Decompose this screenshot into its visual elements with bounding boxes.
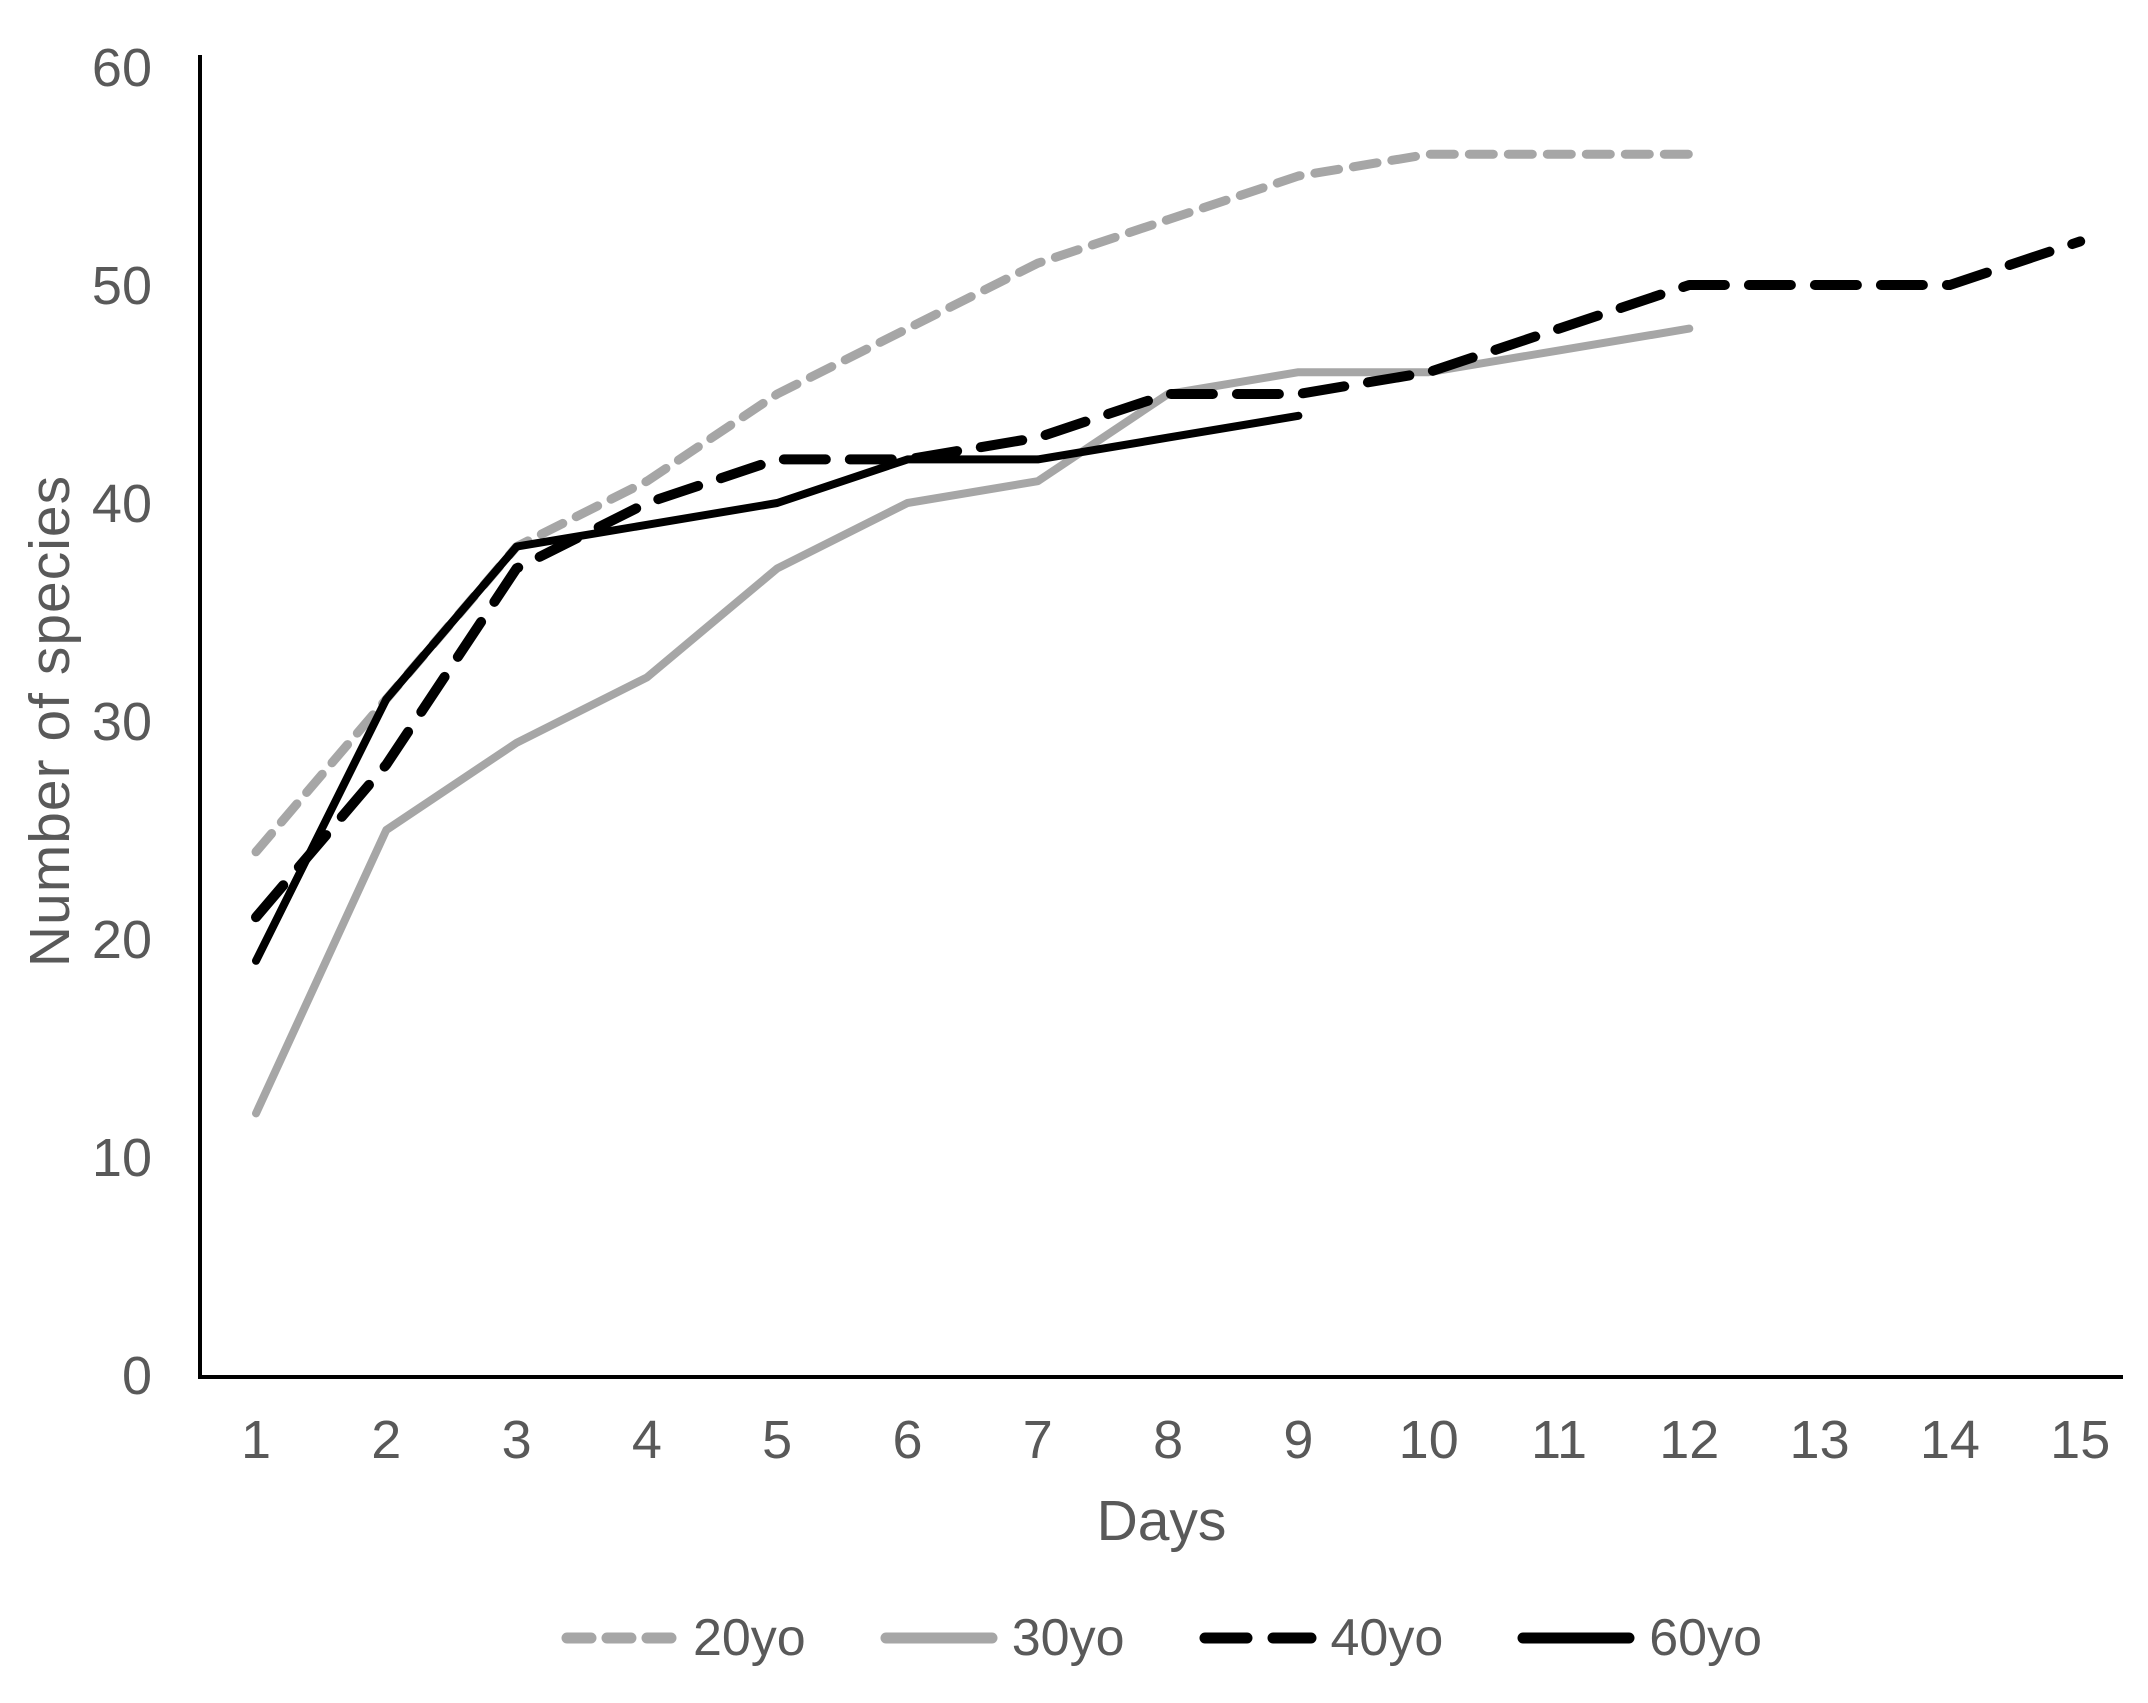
x-tick-label: 7 [1023,1410,1053,1470]
series-40yo-line [251,236,2086,923]
legend-item-40yo: 40yo [1199,1609,1444,1667]
x-tick-label: 8 [1153,1410,1183,1470]
x-tick-label: 2 [371,1410,401,1470]
series-30yo-line [252,324,1694,1118]
x-tick-label: 14 [1920,1410,1980,1470]
legend-swatch-40yo [1199,1632,1316,1644]
legend-label-60yo: 60yo [1649,1609,1763,1667]
series-60yo-line [252,411,1303,965]
y-tick-label: 30 [92,692,152,752]
y-tick-label: 60 [92,38,152,98]
x-tick-label: 13 [1790,1410,1850,1470]
x-tick-label: 5 [762,1410,792,1470]
x-tick-label: 11 [1531,1410,1587,1470]
y-axis-title: Number of species [18,474,82,968]
x-tick-label: 1 [241,1410,271,1470]
legend-swatch-30yo [880,1632,998,1644]
legend-item-20yo: 20yo [561,1612,806,1664]
y-tick-label: 40 [92,474,152,534]
legend-swatch-20yo [561,1632,679,1644]
x-axis-title: Days [1096,1489,1227,1553]
legend-label-20yo: 20yo [692,1609,806,1667]
y-tick-label: 0 [122,1346,152,1406]
y-tick-label: 10 [92,1128,152,1188]
x-tick-label: 10 [1399,1410,1459,1470]
x-tick-label: 12 [1659,1410,1719,1470]
legend-item-30yo: 30yo [880,1612,1125,1664]
legend-label-30yo: 30yo [1011,1609,1125,1667]
x-tick-label: 15 [2050,1410,2110,1470]
x-tick-label: 3 [502,1410,532,1470]
series-20yo-line [251,149,1694,857]
legend-item-60yo: 60yo [1517,1612,1762,1664]
legend-swatch-60yo [1517,1632,1635,1644]
x-tick-label: 9 [1283,1410,1313,1470]
legend-label-40yo: 40yo [1330,1609,1444,1667]
y-tick-label: 50 [92,256,152,316]
y-tick-label: 20 [92,910,152,970]
legend: 20yo 30yo 40yo 60yo [200,1612,2123,1664]
x-tick-label: 6 [892,1410,922,1470]
x-tick-label: 4 [632,1410,662,1470]
